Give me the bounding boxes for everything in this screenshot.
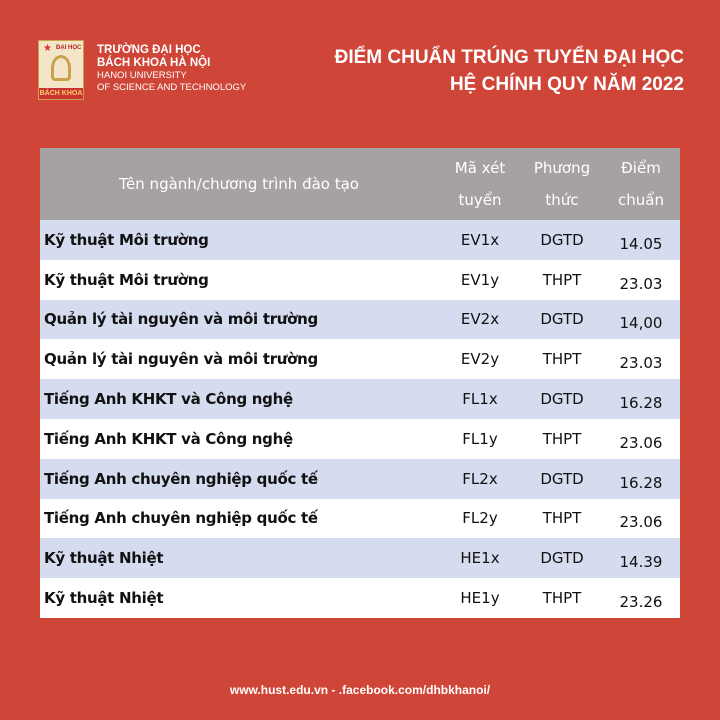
page-title: ĐIỂM CHUẨN TRÚNG TUYỂN ĐẠI HỌC HỆ CHÍNH … bbox=[335, 44, 684, 98]
cell-method: THPT bbox=[542, 589, 582, 608]
cell-score: 14.39 bbox=[619, 553, 663, 572]
cell-code: FL2x bbox=[462, 469, 498, 488]
cell-method: DGTD bbox=[540, 549, 584, 568]
table-row: Kỹ thuật Môi trường EV1x DGTD 14.05 bbox=[40, 220, 680, 260]
cell-name: Tiếng Anh KHKT và Công nghệ bbox=[44, 429, 293, 448]
header-score-1: Điểm bbox=[621, 159, 661, 177]
table-row: Tiếng Anh KHKT và Công nghệ FL1x DGTD 16.28 bbox=[40, 379, 680, 419]
university-logo: ★ ĐẠI HỌC BÁCH KHOA bbox=[38, 40, 84, 100]
table-row: Tiếng Anh KHKT và Công nghệ FL1y THPT 23.06 bbox=[40, 418, 680, 459]
cell-score: 14,00 bbox=[619, 314, 663, 333]
table-row: Tiếng Anh chuyên nghiệp quốc tế FL2y THPT 2… bbox=[40, 498, 680, 539]
cell-name: Tiếng Anh KHKT và Công nghệ bbox=[44, 390, 293, 409]
header-method-2: thức bbox=[545, 191, 579, 209]
cell-name: Kỹ thuật Môi trường bbox=[44, 230, 209, 249]
table-row: Kỹ thuật Nhiệt HE1x DGTD 14.39 bbox=[40, 538, 680, 579]
cell-name: Quản lý tài nguyên và môi trường bbox=[44, 350, 318, 369]
header-score: Điểm chuẩn bbox=[602, 148, 680, 220]
cell-name: Kỹ thuật Môi trường bbox=[44, 270, 209, 289]
logo-bottom-text: BÁCH KHOA bbox=[39, 88, 83, 99]
table-row: Tiếng Anh chuyên nghiệp quốc tế FL2x DGTD 1… bbox=[40, 458, 680, 499]
table-row: Quản lý tài nguyên và môi trường EV2y THPT… bbox=[40, 339, 680, 380]
cell-score: 23.03 bbox=[619, 354, 663, 373]
cell-score: 23.26 bbox=[619, 593, 663, 612]
cell-code: EV1y bbox=[460, 270, 500, 289]
cell-method: THPT bbox=[542, 509, 582, 528]
cell-code: FL2y bbox=[462, 509, 498, 528]
cell-score: 16.28 bbox=[619, 473, 663, 492]
header-name: Tên ngành/chương trình đào tạo bbox=[119, 175, 359, 193]
cell-method: DGTD bbox=[540, 469, 584, 488]
title-line-1: ĐIỂM CHUẨN TRÚNG TUYỂN ĐẠI HỌC bbox=[334, 47, 684, 68]
cell-code: FL1y bbox=[462, 429, 498, 448]
header-code-1: Mã xét bbox=[454, 159, 506, 177]
cell-code: EV2x bbox=[460, 310, 500, 329]
table-row: Quản lý tài nguyên và môi trường EV2x DGTD… bbox=[40, 299, 680, 340]
cell-name: Tiếng Anh chuyên nghiệp quốc tế bbox=[44, 509, 318, 528]
cell-score: 16.28 bbox=[619, 394, 663, 413]
cell-method: DGTD bbox=[540, 230, 584, 249]
cell-score: 23.06 bbox=[619, 433, 663, 452]
cell-code: EV2y bbox=[460, 350, 500, 369]
cell-method: THPT bbox=[542, 429, 582, 448]
cell-score: 23.03 bbox=[619, 274, 663, 293]
uni-vn-line-2: BÁCH KHOA HÀ NỘI bbox=[97, 57, 211, 69]
cell-code: EV1x bbox=[460, 230, 500, 249]
header-method-1: Phương bbox=[533, 159, 591, 177]
table-row: Kỹ thuật Môi trường EV1y THPT 23.03 bbox=[40, 259, 680, 300]
cell-score: 23.06 bbox=[619, 513, 663, 532]
star-icon: ★ bbox=[43, 43, 52, 54]
cell-name: Tiếng Anh chuyên nghiệp quốc tế bbox=[44, 469, 318, 488]
table-row: Kỹ thuật Nhiệt HE1y THPT 23.26 bbox=[40, 578, 680, 618]
cell-code: HE1x bbox=[460, 549, 500, 568]
header-code-2: tuyển bbox=[458, 191, 502, 209]
cell-method: DGTD bbox=[540, 310, 584, 329]
header-code: Mã xét tuyển bbox=[438, 148, 522, 220]
uni-vn-line-1: TRƯỜNG ĐẠI HỌC bbox=[97, 44, 201, 56]
cell-method: THPT bbox=[542, 270, 582, 289]
cell-code: HE1y bbox=[460, 589, 500, 608]
compass-icon bbox=[51, 55, 71, 81]
title-line-2: HỆ CHÍNH QUY NĂM 2022 bbox=[449, 74, 684, 95]
header-method: Phương thức bbox=[522, 148, 602, 220]
cell-name: Kỹ thuật Nhiệt bbox=[44, 589, 164, 608]
cell-name: Kỹ thuật Nhiệt bbox=[44, 549, 164, 568]
logo-top-text: ĐẠI HỌC bbox=[56, 45, 82, 51]
score-table: Tên ngành/chương trình đào tạo Mã xét tuy… bbox=[40, 148, 680, 618]
cell-method: DGTD bbox=[540, 390, 584, 409]
header-score-2: chuẩn bbox=[618, 191, 664, 209]
cell-code: FL1x bbox=[462, 390, 498, 409]
uni-en-line-2: OF SCIENCE AND TECHNOLOGY bbox=[97, 82, 247, 93]
footer-links: www.hust.edu.vn - .facebook.com/dhbkhano… bbox=[229, 683, 491, 697]
table-header: Tên ngành/chương trình đào tạo Mã xét tuy… bbox=[40, 148, 680, 220]
cell-name: Quản lý tài nguyên và môi trường bbox=[44, 310, 318, 329]
cell-method: THPT bbox=[542, 350, 582, 369]
cell-score: 14.05 bbox=[619, 234, 663, 253]
university-name: TRƯỜNG ĐẠI HỌC BÁCH KHOA HÀ NỘI HANOI UN… bbox=[97, 44, 246, 94]
uni-en-line-1: HANOI UNIVERSITY bbox=[97, 70, 187, 81]
